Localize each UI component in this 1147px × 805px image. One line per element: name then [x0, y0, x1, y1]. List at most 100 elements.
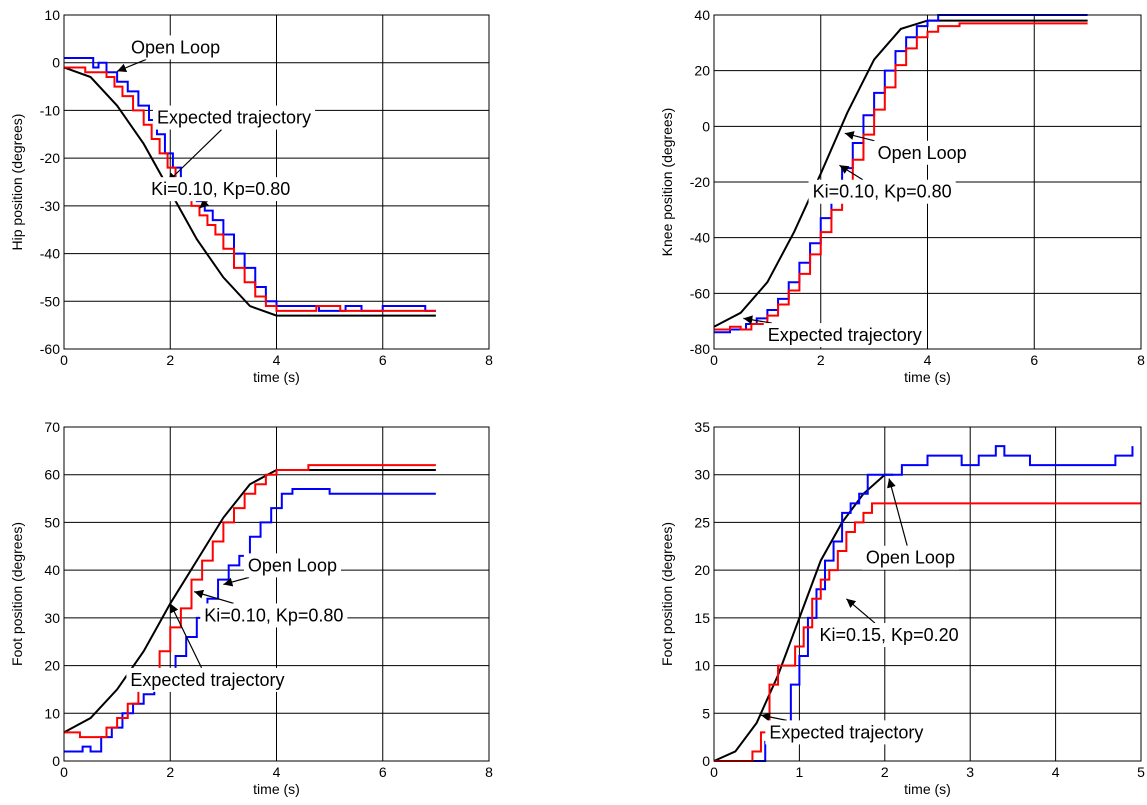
- plot-frame: [63, 14, 490, 350]
- annotation-arrow: [743, 315, 772, 325]
- y-tick-label: -80: [690, 341, 710, 357]
- chart-panel-1: Open Loop Expected trajectory Ki=0.10, Kp=…: [9, 7, 493, 385]
- annotation-background: [763, 323, 926, 348]
- y-tick-label: 0: [702, 118, 710, 134]
- x-tick-label: 4: [273, 352, 281, 368]
- annotation-label: Expected trajectory: [157, 108, 311, 128]
- chart-panel-4: Open Loop Ki=0.15, Kp=0.20 Expected trajec…: [659, 419, 1145, 797]
- series-line-expected: [63, 66, 436, 317]
- x-tick-label: 4: [924, 352, 932, 368]
- annotation-arrow: [845, 598, 876, 624]
- x-tick-label: 4: [1052, 764, 1060, 780]
- y-tick-label: 30: [694, 467, 710, 483]
- x-tick-label: 3: [966, 764, 974, 780]
- annotation-arrow: [169, 603, 203, 669]
- x-tick-label: 0: [60, 352, 68, 368]
- y-tick-label: 40: [44, 562, 60, 578]
- annotation-label: Expected trajectory: [768, 325, 922, 345]
- annotation-arrow: [760, 712, 787, 722]
- x-tick-label: 0: [710, 352, 718, 368]
- y-tick-label: -50: [40, 293, 60, 309]
- annotation-label: Open Loop: [131, 37, 220, 57]
- annotation-background: [243, 553, 341, 578]
- y-tick-label: -40: [690, 230, 710, 246]
- annotation-background: [127, 35, 225, 60]
- x-tick-label: 2: [166, 764, 174, 780]
- annotation-arrow: [887, 478, 908, 546]
- annotation-background: [765, 720, 928, 745]
- annotation-arrow: [844, 131, 875, 142]
- y-tick-label: 20: [694, 63, 710, 79]
- series-line-expected: [713, 19, 1088, 328]
- series-line-expected: [63, 468, 436, 734]
- annotation-label: Expected trajectory: [130, 670, 284, 690]
- annotation-label: Open Loop: [866, 548, 955, 568]
- series-line-controlled: [714, 22, 1088, 331]
- x-tick-label: 2: [166, 352, 174, 368]
- y-tick-label: 70: [44, 419, 60, 435]
- series-line-open_loop: [64, 488, 436, 753]
- plot-frame: [63, 426, 490, 762]
- y-tick-label: 10: [44, 705, 60, 721]
- plot-frame: [713, 426, 1142, 762]
- y-tick-label: 30: [44, 610, 60, 626]
- annotation-background: [808, 179, 956, 204]
- annotation-label: Ki=0.10, Kp=0.80: [813, 182, 952, 202]
- x-tick-label: 8: [485, 764, 493, 780]
- x-tick-label: 6: [379, 764, 387, 780]
- annotation-background: [147, 177, 295, 202]
- x-tick-label: 6: [379, 352, 387, 368]
- y-axis-label: Hip position (degrees): [9, 114, 25, 251]
- y-tick-label: 50: [44, 514, 60, 530]
- x-tick-label: 1: [796, 764, 804, 780]
- x-tick-label: 0: [60, 764, 68, 780]
- annotation-background: [815, 623, 963, 648]
- y-tick-label: 0: [52, 55, 60, 71]
- x-tick-label: 8: [1137, 352, 1145, 368]
- y-tick-label: 60: [44, 467, 60, 483]
- y-tick-label: -40: [40, 246, 60, 262]
- y-tick-label: 20: [44, 658, 60, 674]
- annotation-background: [126, 667, 289, 692]
- series-line-controlled: [64, 464, 436, 739]
- annotation-label: Ki=0.10, Kp=0.80: [151, 179, 290, 199]
- series-line-open_loop: [714, 445, 1134, 762]
- chart-panel-3: Open Loop Ki=0.10, Kp=0.80 Expected trajec…: [9, 419, 493, 797]
- y-tick-label: -30: [40, 198, 60, 214]
- y-tick-label: 5: [702, 705, 710, 721]
- y-tick-label: 40: [694, 7, 710, 23]
- y-axis-label: Foot position (degrees): [9, 522, 25, 666]
- y-tick-label: 35: [694, 419, 710, 435]
- annotation-arrow: [116, 58, 147, 73]
- annotation-background: [873, 140, 971, 165]
- y-tick-label: 0: [702, 753, 710, 769]
- x-tick-label: 8: [485, 352, 493, 368]
- annotation-background: [152, 105, 316, 130]
- x-axis-label: time (s): [904, 369, 951, 385]
- y-tick-label: -60: [40, 341, 60, 357]
- y-tick-label: -10: [40, 102, 60, 118]
- y-tick-label: 10: [44, 7, 60, 23]
- y-tick-label: 15: [694, 610, 710, 626]
- series-line-controlled: [64, 66, 436, 312]
- x-tick-label: 6: [1030, 352, 1038, 368]
- y-tick-label: 10: [694, 658, 710, 674]
- x-axis-label: time (s): [253, 369, 300, 385]
- x-axis-label: time (s): [904, 781, 951, 797]
- annotation-arrow: [223, 576, 250, 587]
- x-tick-label: 5: [1137, 764, 1145, 780]
- y-tick-label: 20: [694, 562, 710, 578]
- annotation-label: Ki=0.10, Kp=0.80: [204, 605, 343, 625]
- x-tick-label: 4: [273, 764, 281, 780]
- x-tick-label: 2: [817, 352, 825, 368]
- x-tick-label: 2: [881, 764, 889, 780]
- y-tick-label: -60: [690, 285, 710, 301]
- x-axis-label: time (s): [253, 781, 300, 797]
- y-axis-label: Foot position (degrees): [659, 522, 675, 666]
- y-tick-label: -20: [690, 174, 710, 190]
- annotation-label: Ki=0.15, Kp=0.20: [820, 625, 959, 645]
- annotation-arrow: [167, 129, 223, 183]
- annotation-label: Open Loop: [248, 555, 337, 575]
- annotation-background: [861, 545, 959, 570]
